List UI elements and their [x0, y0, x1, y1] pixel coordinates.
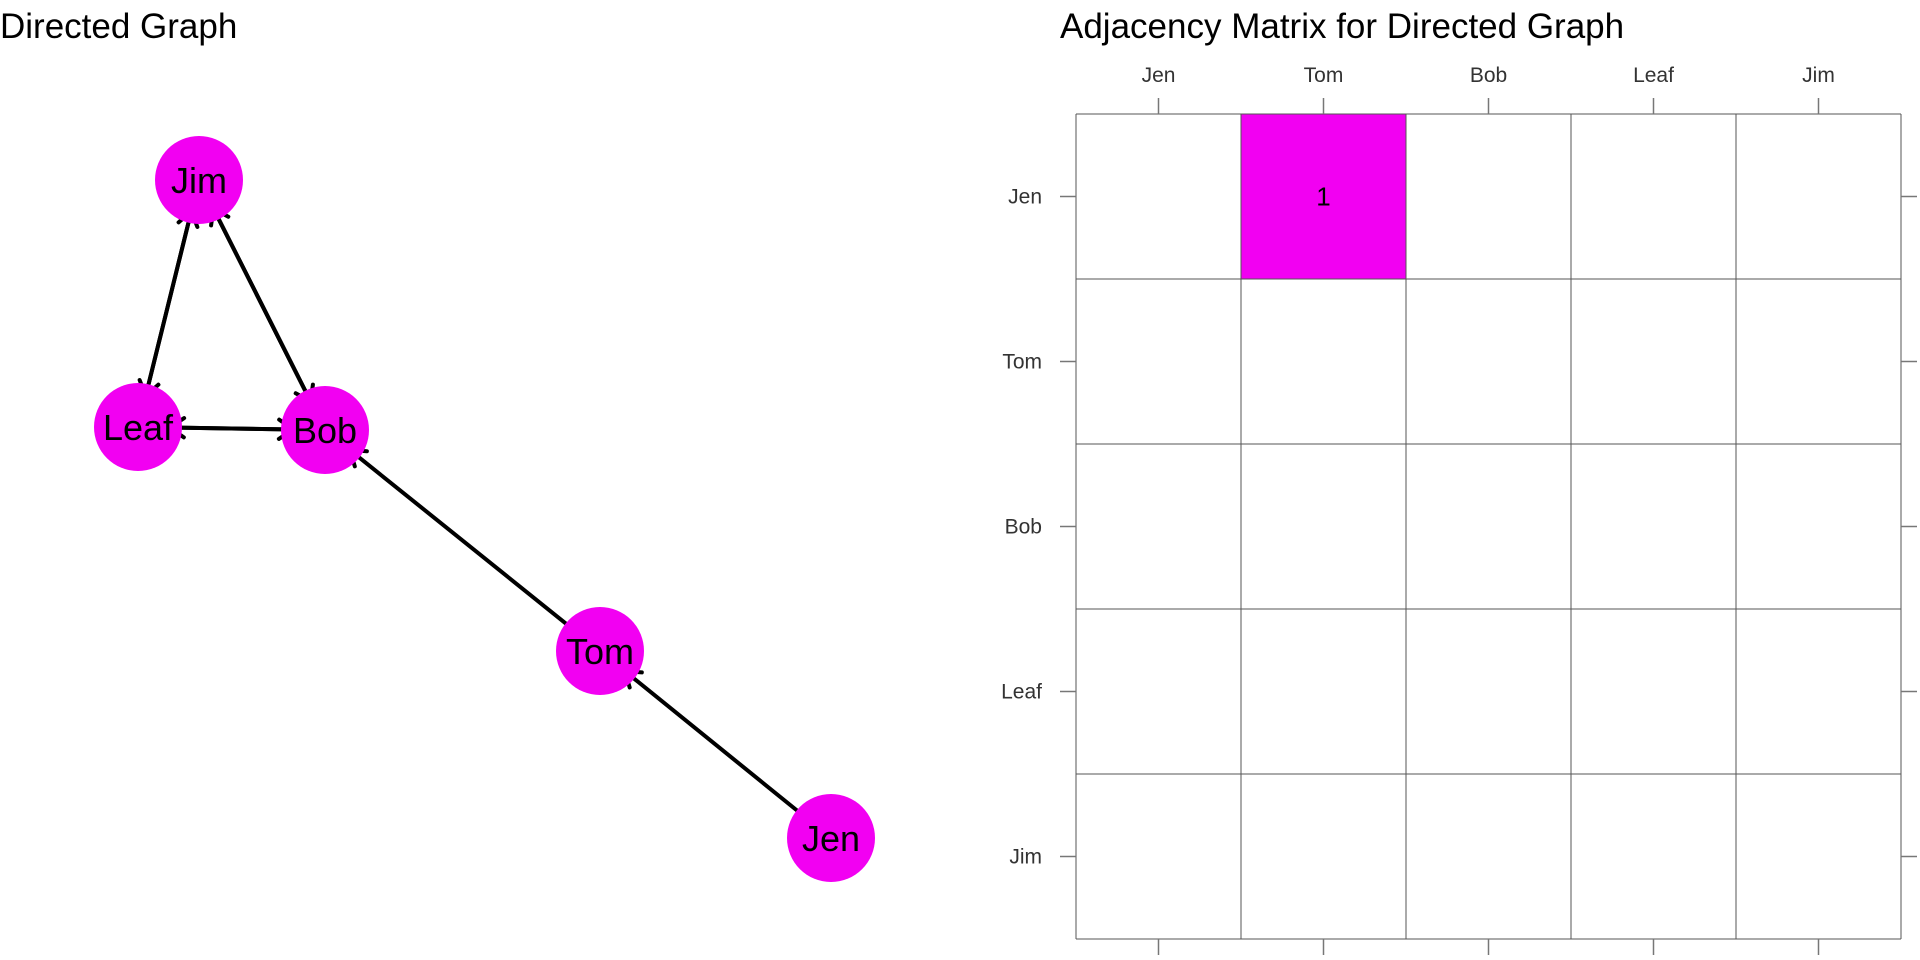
node-leaf: Leaf	[94, 383, 182, 471]
matrix-cell-bob-jen	[1076, 444, 1241, 609]
row-label-jen: Jen	[1008, 186, 1042, 209]
matrix-cell-jim-jim	[1736, 774, 1901, 939]
node-circle	[281, 386, 369, 474]
column-label-jen: Jen	[1142, 64, 1176, 87]
row-label-tom: Tom	[1002, 351, 1042, 374]
matrix-cells: 1	[1076, 114, 1901, 939]
matrix-cell-jen-leaf	[1571, 114, 1736, 279]
matrix-title: Adjacency Matrix for Directed Graph	[1060, 7, 1624, 46]
edge-line	[143, 209, 194, 400]
matrix-cell-tom-bob	[1406, 279, 1571, 444]
matrix-labels: Jen Tom Bob Leaf Jim Jen Tom Bob Leaf Jim	[1001, 64, 1835, 869]
edge-bob-to-leaf	[167, 416, 298, 440]
matrix-cell-bob-bob	[1406, 444, 1571, 609]
column-label-bob: Bob	[1470, 64, 1507, 87]
matrix-cell-bob-leaf	[1571, 444, 1736, 609]
matrix-cell-jim-leaf	[1571, 774, 1736, 939]
node-jim: Jim	[155, 136, 243, 224]
node-jen: Jen	[787, 794, 875, 882]
column-label-leaf: Leaf	[1633, 64, 1674, 87]
matrix-cell-jim-jen	[1076, 774, 1241, 939]
node-circle	[155, 136, 243, 224]
cell-value: 1	[1316, 182, 1330, 212]
row-label-bob: Bob	[1005, 516, 1042, 539]
matrix-cell-jim-bob	[1406, 774, 1571, 939]
edge-bob-to-jim	[209, 206, 314, 406]
row-label-jim: Jim	[1009, 846, 1042, 869]
edge-line	[211, 206, 314, 406]
matrix-cell-tom-jim	[1736, 279, 1901, 444]
node-label: Leaf	[103, 407, 174, 448]
matrix-cell-leaf-bob	[1406, 609, 1571, 774]
matrix-cell-tom-tom	[1241, 279, 1406, 444]
edge-jen-to-tom	[622, 669, 810, 822]
matrix-cell-jen-jim	[1736, 114, 1901, 279]
node-label: Jen	[802, 818, 860, 859]
node-circle	[787, 794, 875, 882]
node-tom: Tom	[556, 607, 644, 695]
node-label: Bob	[293, 410, 357, 451]
node-circle	[556, 607, 644, 695]
node-circle	[94, 383, 182, 471]
column-label-jim: Jim	[1802, 64, 1835, 87]
matrix-cell-tom-jen	[1076, 279, 1241, 444]
adjacency-matrix-panel: Adjacency Matrix for Directed Graph 1 Je…	[1001, 7, 1917, 955]
row-label-leaf: Leaf	[1001, 681, 1042, 704]
matrix-cell-bob-tom	[1241, 444, 1406, 609]
edge-line	[167, 425, 298, 432]
matrix-cell-bob-jim	[1736, 444, 1901, 609]
edge-tom-to-bob	[347, 448, 579, 635]
matrix-cell-jim-tom	[1241, 774, 1406, 939]
edge-line	[622, 669, 810, 822]
graph-nodes: Jim Leaf Bob Tom Jen	[94, 136, 875, 882]
matrix-cell-jen-jen	[1076, 114, 1241, 279]
graph-edges	[137, 204, 810, 822]
graph-title: Directed Graph	[0, 7, 237, 46]
matrix-cell-leaf-leaf	[1571, 609, 1736, 774]
node-label: Jim	[171, 160, 227, 201]
node-bob: Bob	[281, 386, 369, 474]
node-label: Tom	[566, 631, 634, 672]
column-label-tom: Tom	[1304, 64, 1344, 87]
directed-graph-panel: Directed Graph Jim Leaf Bob Tom Jen	[0, 7, 875, 882]
edge-line	[347, 448, 579, 635]
matrix-cell-leaf-jim	[1736, 609, 1901, 774]
matrix-cell-leaf-jen	[1076, 609, 1241, 774]
matrix-cell-jen-tom	[1241, 114, 1406, 279]
edge-leaf-to-jim	[143, 209, 200, 400]
matrix-cell-jen-bob	[1406, 114, 1571, 279]
matrix-cell-tom-leaf	[1571, 279, 1736, 444]
matrix-ticks	[1060, 98, 1917, 955]
matrix-cell-leaf-tom	[1241, 609, 1406, 774]
